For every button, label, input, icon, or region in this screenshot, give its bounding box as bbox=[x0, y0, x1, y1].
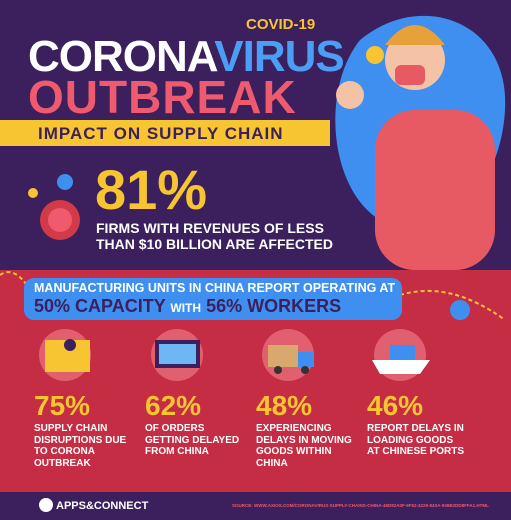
source-url: WWW.AXIOS.COM/CORONAVIRUS-SUPPLY-CHAINS-… bbox=[254, 503, 489, 508]
stat-text: REPORT DELAYS IN LOADING GOODS AT CHINES… bbox=[367, 423, 465, 457]
stat-text: SUPPLY CHAIN DISRUPTIONS DUE TO CORONA O… bbox=[34, 423, 127, 469]
banner: IMPACT ON SUPPLY CHAIN bbox=[38, 124, 284, 143]
brand-part: APPS bbox=[56, 500, 86, 512]
source: SOURCE: WWW.AXIOS.COM/CORONAVIRUS-SUPPLY… bbox=[232, 503, 489, 508]
kicker: COVID-19 bbox=[246, 16, 316, 33]
title-line1: CORONAVIRUS bbox=[28, 32, 345, 81]
headline-text: FIRMS WITH REVENUES OF LESS THAN $10 BIL… bbox=[96, 220, 333, 252]
capacity-joiner: WITH bbox=[170, 301, 202, 315]
stat-value: 62% bbox=[145, 390, 202, 421]
source-label: SOURCE: bbox=[232, 503, 253, 508]
workers-value: 56% WORKERS bbox=[206, 296, 342, 316]
capacity-intro: MANUFACTURING UNITS IN CHINA REPORT OPER… bbox=[34, 281, 396, 295]
stat-value: 75% bbox=[34, 390, 91, 421]
title-line2: OUTBREAK bbox=[28, 71, 297, 123]
stat-value: 46% bbox=[367, 390, 424, 421]
stat-text: EXPERIENCING DELAYS IN MOVING GOODS WITH… bbox=[256, 423, 352, 469]
title-part: CORONA bbox=[28, 32, 215, 81]
title-part: VIRUS bbox=[214, 32, 344, 81]
brand-part: CONNECT bbox=[93, 500, 149, 512]
stat-text: OF ORDERS GETTING DELAYED FROM CHINA bbox=[145, 423, 240, 457]
headline-value: 81% bbox=[95, 158, 208, 221]
stat-value: 48% bbox=[256, 390, 313, 421]
brand: APPS&CONNECT bbox=[56, 500, 149, 512]
capacity-line: 50% CAPACITY WITH 56% WORKERS bbox=[34, 296, 341, 317]
capacity-value: 50% CAPACITY bbox=[34, 296, 166, 316]
